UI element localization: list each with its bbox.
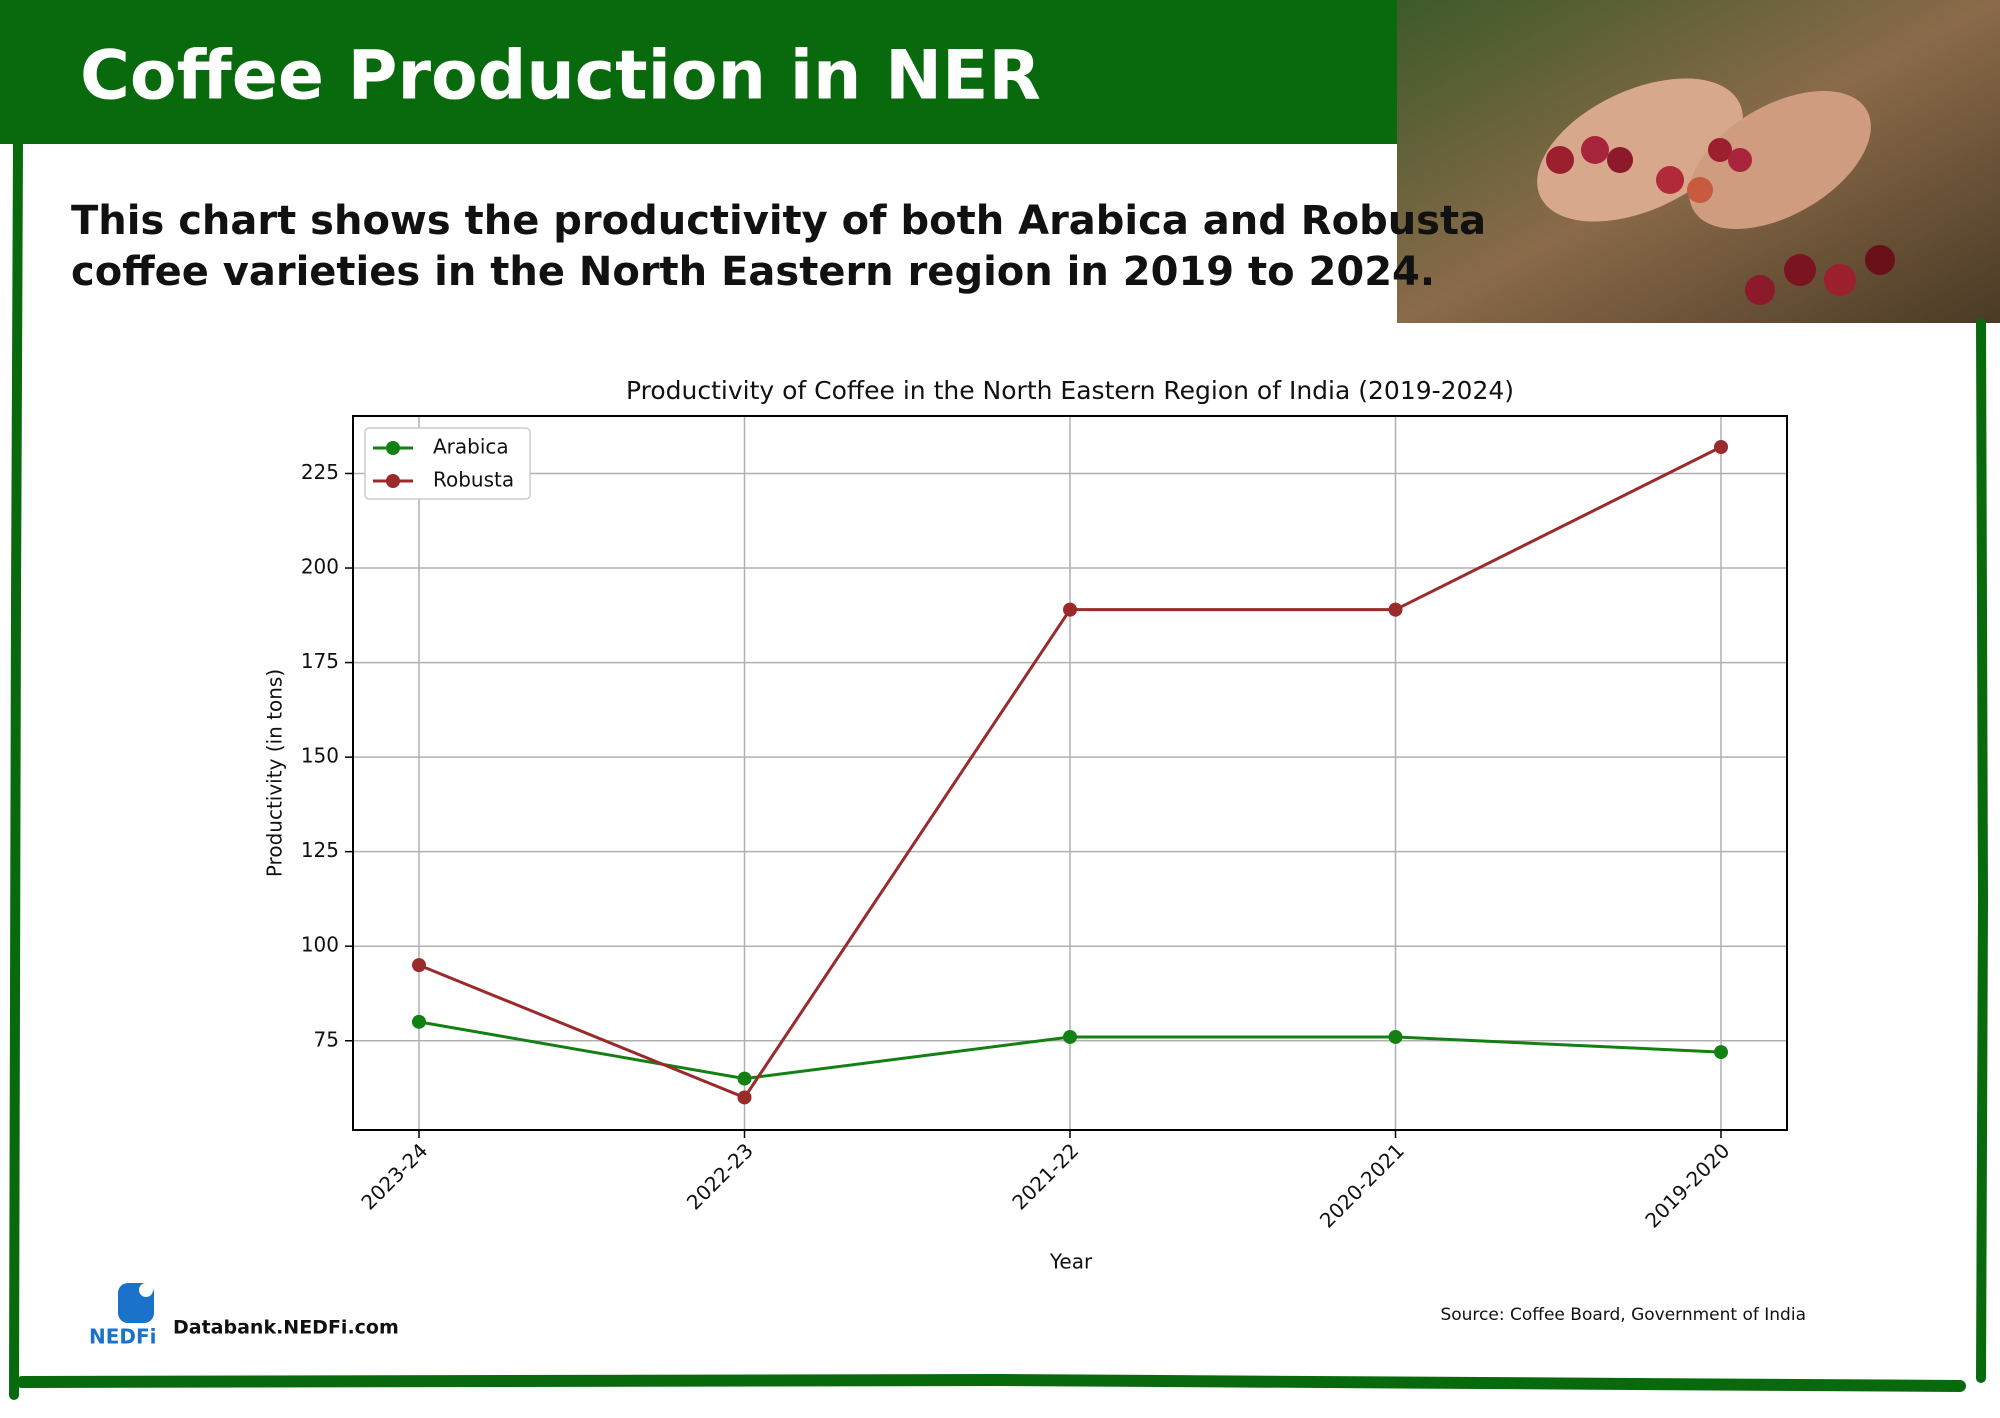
legend-marker	[386, 441, 400, 455]
data-point	[412, 958, 426, 973]
y-tick-label: 75	[314, 1027, 339, 1051]
plot-frame	[352, 415, 1788, 1131]
y-axis-label: Productivity (in tons)	[263, 669, 287, 877]
photo	[1397, 0, 2000, 323]
y-tick-label: 225	[301, 460, 339, 484]
plot: 75 100 125 150 175 200 225 2023-24 2022-23 2021-2…	[301, 415, 1788, 1233]
y-tick-label: 200	[301, 555, 339, 579]
logo-text: NEDFi	[89, 1325, 157, 1349]
logo: NEDFi	[89, 1283, 157, 1349]
x-tick-label: 2021-22	[1007, 1138, 1083, 1214]
data-point	[1388, 602, 1403, 617]
subtitle-line: coffee varieties in the North Eastern re…	[71, 249, 1435, 295]
data-point	[1063, 1029, 1077, 1044]
data-point	[1388, 1029, 1403, 1044]
x-axis-label: Year	[1049, 1250, 1093, 1274]
y-tick-label: 175	[301, 649, 339, 673]
data-point	[1063, 602, 1077, 617]
x-tick-label: 2019-2020	[1640, 1138, 1734, 1232]
data-point	[737, 1071, 752, 1086]
legend-marker	[386, 474, 400, 488]
site-name: Databank.NEDFi.com	[173, 1317, 399, 1339]
border-right	[1976, 318, 1989, 1383]
data-point	[737, 1090, 752, 1105]
header-bar	[0, 0, 1397, 144]
legend-label: Robusta	[433, 468, 514, 492]
subtitle-line: This chart shows the productivity of bot…	[71, 198, 1486, 244]
y-tick-label: 100	[301, 933, 339, 957]
source-note: Source: Coffee Board, Government of Indi…	[1440, 1305, 1806, 1325]
chart-title: Productivity of Coffee in the North East…	[626, 376, 1514, 405]
x-tick-label: 2022-23	[682, 1138, 758, 1214]
legend-label: Arabica	[433, 435, 509, 459]
y-tick-label: 150	[301, 744, 339, 768]
x-tick-label: 2020-2021	[1315, 1138, 1409, 1232]
y-tick-label: 125	[301, 838, 339, 862]
border-left	[9, 139, 23, 1400]
data-point	[412, 1014, 426, 1029]
x-tick-label: 2023-24	[356, 1138, 432, 1214]
data-point	[1714, 1045, 1728, 1060]
border-bottom	[16, 1373, 1966, 1392]
data-point	[1714, 440, 1728, 455]
page-title: Coffee Production in NER	[80, 37, 1041, 116]
